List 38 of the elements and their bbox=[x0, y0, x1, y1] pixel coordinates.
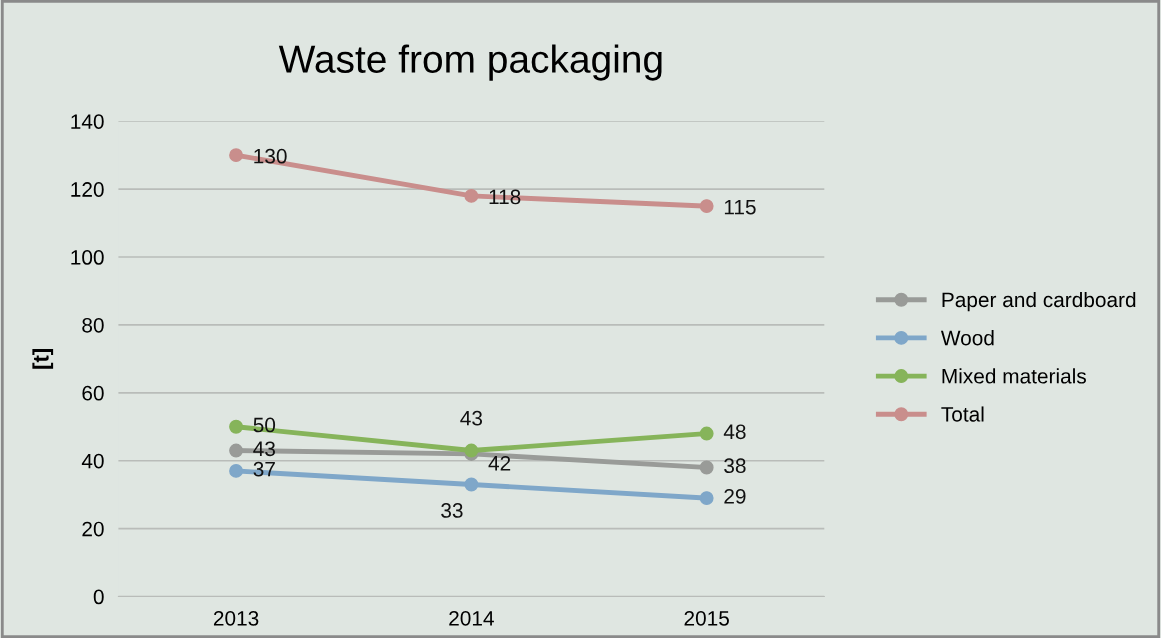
legend-label: Wood bbox=[940, 330, 994, 346]
y-tick-label: 40 bbox=[81, 453, 104, 469]
data-label: 130 bbox=[254, 148, 287, 164]
data-label: 115 bbox=[724, 199, 756, 215]
y-axis-title: [t] bbox=[32, 349, 54, 369]
data-label: 37 bbox=[253, 461, 275, 477]
y-tick-label: 100 bbox=[71, 250, 104, 265]
data-label: 48 bbox=[723, 424, 746, 440]
point bbox=[699, 491, 714, 506]
data-label: 29 bbox=[724, 488, 746, 504]
point bbox=[229, 419, 244, 434]
point bbox=[229, 463, 244, 478]
y-tick-label: 20 bbox=[82, 521, 104, 537]
x-tick-label: 2015 bbox=[684, 610, 729, 626]
x-tick-label: 2014 bbox=[449, 610, 494, 626]
data-label: 42 bbox=[488, 455, 511, 471]
point bbox=[229, 443, 244, 458]
y-tick-label: 140 bbox=[71, 114, 104, 129]
point bbox=[464, 188, 479, 203]
y-tick-label: 120 bbox=[71, 182, 104, 197]
y-tick-label: 0 bbox=[93, 589, 104, 605]
legend-label: Mixed materials bbox=[942, 368, 1086, 384]
data-label: 38 bbox=[724, 458, 746, 474]
legend-label: Total bbox=[941, 406, 984, 422]
data-label: 118 bbox=[489, 189, 521, 205]
y-tick-label: 60 bbox=[82, 385, 104, 401]
point bbox=[699, 460, 714, 475]
data-label: 43 bbox=[253, 441, 275, 457]
point bbox=[699, 199, 714, 214]
x-tick-label: 2013 bbox=[213, 610, 259, 626]
point bbox=[464, 477, 479, 492]
data-label: 43 bbox=[460, 410, 483, 426]
point bbox=[229, 148, 244, 163]
data-label: 33 bbox=[441, 503, 463, 518]
y-tick-label: 80 bbox=[82, 317, 104, 333]
point bbox=[699, 426, 714, 441]
chart-title: Waste from packaging bbox=[278, 44, 662, 81]
legend-label: Paper and cardboard bbox=[942, 291, 1136, 312]
